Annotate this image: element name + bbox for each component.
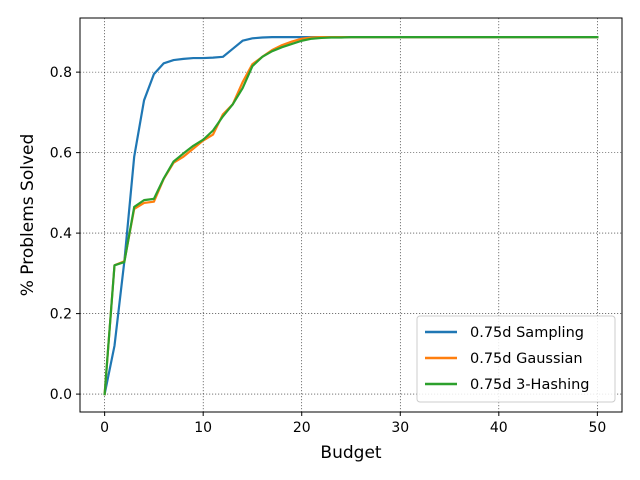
- series-lines: [103, 36, 599, 396]
- x-axis-ticks: 0 10 20 30 40 50: [100, 412, 606, 436]
- y-tick-label: 0.4: [50, 226, 72, 242]
- x-tick-label: 50: [588, 420, 606, 436]
- x-tick-label: 40: [490, 420, 508, 436]
- grid: [80, 18, 622, 412]
- x-tick-label: 30: [391, 420, 409, 436]
- y-tick-label: 0.6: [50, 146, 72, 162]
- legend-label: 0.75d Sampling: [470, 325, 584, 341]
- legend: 0.75d Sampling 0.75d Gaussian 0.75d 3-Hash…: [416, 315, 616, 403]
- legend-label: 0.75d 3-Hashing: [470, 377, 590, 393]
- y-axis-ticks: 0.0 0.2 0.4 0.6 0.8: [50, 65, 80, 403]
- x-tick-label: 20: [293, 420, 311, 436]
- series-line-3: [103, 36, 599, 396]
- x-tick-label: 0: [100, 420, 109, 436]
- y-axis-title: % Problems Solved: [18, 134, 38, 297]
- plot-frame: [79, 17, 623, 413]
- y-tick-label: 0.0: [50, 387, 72, 403]
- legend-label: 0.75d Gaussian: [470, 351, 583, 367]
- x-axis-title: Budget: [320, 443, 381, 463]
- y-tick-label: 0.2: [50, 307, 72, 323]
- y-tick-label: 0.8: [50, 65, 72, 81]
- legend-box: [416, 315, 616, 403]
- x-tick-label: 10: [194, 420, 212, 436]
